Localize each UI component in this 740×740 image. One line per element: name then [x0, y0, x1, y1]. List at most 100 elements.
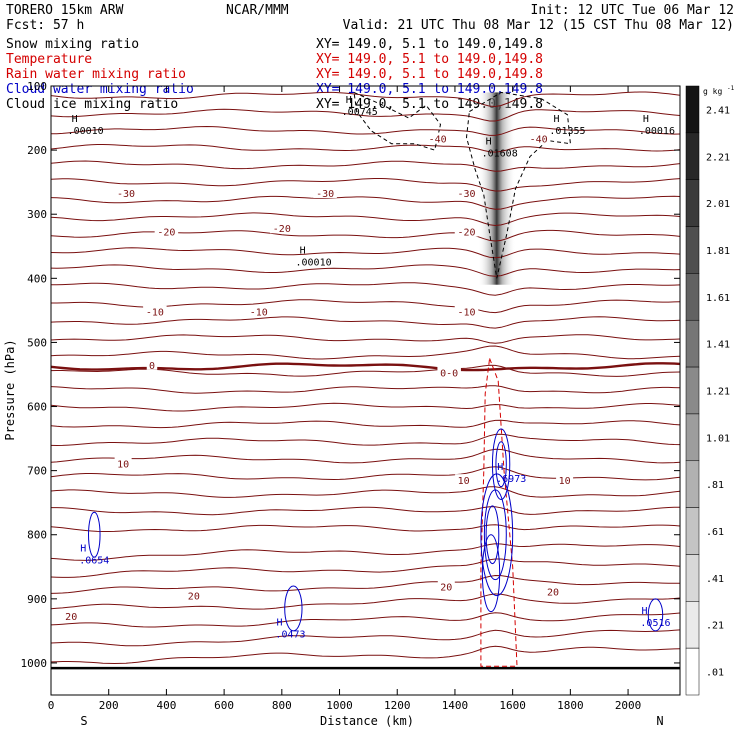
x-tick-label: 800 [272, 699, 292, 712]
isotherm-line [51, 108, 680, 122]
colorbar-tick-label: 2.01 [706, 199, 730, 210]
y-tick-label: 200 [27, 144, 47, 157]
maximum-value-label: .00745 [342, 107, 378, 118]
legend-field-label: Cloud ice mixing ratio [6, 97, 178, 112]
temperature-label-bg [143, 305, 167, 317]
colorbar-swatch [685, 460, 700, 508]
x-tick-label: 0 [48, 699, 55, 712]
isotherm-line [51, 264, 680, 277]
temperature-label: -20 [457, 227, 475, 238]
temperature-label: -10 [457, 308, 475, 319]
cloud-water-contour [480, 473, 514, 597]
maximum-value-label: .00010 [68, 126, 104, 137]
temperature-label: 0 [149, 361, 155, 372]
x-tick-label: 1400 [442, 699, 469, 712]
colorbar-swatch [685, 507, 700, 555]
rain-contour [480, 358, 518, 667]
maximum-marker: H [643, 114, 649, 125]
temperature-isotherms [51, 91, 680, 670]
legend-field-xy: XY= 149.0, 5.1 to 149.0,149.8 [316, 67, 543, 82]
temperature-label-bg [437, 366, 461, 378]
maximum-marker: H [300, 245, 306, 256]
header-valid: Valid: 21 UTC Thu 08 Mar 12 (15 CST Thu … [343, 18, 734, 33]
colorbar-swatch [685, 413, 700, 462]
temperature-label: 0-0 [440, 368, 458, 379]
temperature-label-bg [246, 305, 271, 317]
temperature-label: 10 [458, 476, 470, 487]
x-tick-label: 2000 [615, 699, 642, 712]
header-center: NCAR/MMM [226, 3, 289, 18]
maximum-marker: H [346, 95, 352, 106]
isotherm-line [51, 629, 680, 647]
axes: 0 200 400 600 800 1000 1200 1400 1600 1800 2000100… [21, 80, 681, 712]
colorbar: 2.41 2.21 2.01 1.81 1.61 1.41 1.21 1.01 .81 .61 .4… [685, 85, 735, 696]
colorbar-swatch [685, 366, 700, 415]
isotherm-line [51, 574, 680, 594]
maximum-marker: H [486, 137, 492, 148]
temperature-label: -30 [117, 189, 135, 200]
maxima-labels: H.00010H.00745H.01608H.01355H.00016H.000… [68, 95, 675, 640]
maximum-value-label: .0473 [275, 629, 305, 640]
temperature-label-bg [62, 610, 80, 622]
cloud-water-contour [88, 511, 101, 558]
colorbar-tick-label: 1.01 [706, 433, 730, 444]
temperature-label: 10 [117, 460, 129, 471]
colorbar-swatch [685, 319, 700, 368]
colorbar-swatch [685, 226, 700, 274]
isotherm-line [51, 645, 680, 665]
temperature-label-bg [114, 186, 138, 198]
plot-frame [50, 85, 681, 696]
x-tick-label: 600 [214, 699, 234, 712]
isotherm-line [51, 593, 680, 610]
colorbar-tick-label: 1.41 [706, 340, 730, 351]
isotherm-line [51, 195, 680, 210]
colorbar-swatch [685, 179, 700, 227]
isotherm-line [51, 345, 680, 360]
cloud-ice-contours [353, 91, 571, 279]
y-tick-label: 800 [27, 529, 47, 542]
isotherm-zero-line [51, 362, 680, 372]
isotherm-line [51, 178, 680, 192]
maximum-marker: H [641, 606, 647, 617]
y-axis-label: Pressure (hPa) [3, 339, 17, 440]
isotherm-line [51, 212, 680, 227]
temperature-label-bg [154, 225, 179, 237]
colorbar-swatch [685, 601, 700, 649]
temperature-labels: -40 -40 -30 -30 -30 -20 -20 -20 -10 -10 -10 0 0-0 10 1… [62, 132, 574, 623]
temperature-label-bg [454, 305, 479, 317]
maximum-marker: H [276, 617, 282, 628]
isotherm-line [51, 229, 680, 242]
header-model: TORERO 15km ARW [6, 3, 124, 18]
isotherm-line [51, 612, 680, 628]
colorbar-tick-label: 1.81 [706, 246, 730, 257]
temperature-label-bg [556, 474, 574, 486]
isotherm-line [51, 448, 680, 464]
temperature-label-bg [454, 225, 479, 237]
x-tick-label: 1000 [326, 699, 353, 712]
y-tick-label: 500 [27, 336, 47, 349]
temperature-label: 20 [547, 588, 559, 599]
maximum-marker: H [72, 114, 78, 125]
colorbar-swatch [685, 647, 700, 696]
temperature-label-bg [270, 222, 294, 234]
colorbar-tick-label: 1.21 [706, 387, 730, 398]
cloud-water-contour [485, 505, 500, 565]
temperature-label-bg [185, 589, 203, 601]
y-tick-label: 400 [27, 272, 47, 285]
cloud-water-contour [483, 489, 507, 581]
colorbar-tick-label: .41 [706, 574, 724, 585]
temperature-label: 20 [440, 583, 452, 594]
colorbar-tick-label: 2.21 [706, 152, 730, 163]
isotherm-line [51, 433, 680, 447]
isotherm-line [51, 466, 680, 481]
y-tick-label: 700 [27, 465, 47, 478]
axis-end-left: S [80, 714, 87, 728]
maximum-marker: H [553, 114, 559, 125]
x-tick-label: 1800 [557, 699, 584, 712]
maximum-value-label: .00010 [296, 257, 332, 268]
temperature-label: -10 [250, 308, 268, 319]
temperature-label: -40 [429, 134, 447, 145]
cloud-water-contour [284, 585, 303, 632]
maximum-value-label: .00016 [639, 126, 675, 137]
